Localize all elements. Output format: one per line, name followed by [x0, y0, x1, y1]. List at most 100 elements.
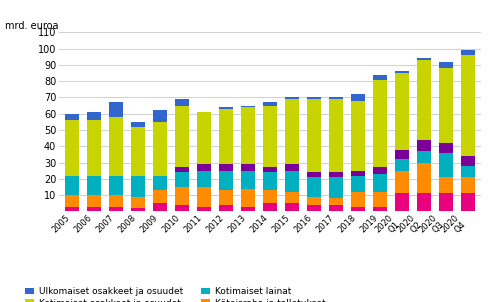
- Bar: [417, 140, 431, 151]
- Bar: [285, 164, 299, 171]
- Bar: [307, 197, 321, 205]
- Bar: [285, 203, 299, 211]
- Bar: [87, 175, 101, 195]
- Bar: [417, 60, 431, 140]
- Bar: [197, 164, 211, 171]
- Bar: [153, 122, 167, 175]
- Bar: [329, 205, 343, 211]
- Bar: [197, 112, 211, 164]
- Bar: [439, 143, 453, 153]
- Bar: [329, 99, 343, 172]
- Bar: [109, 117, 123, 175]
- Bar: [439, 194, 453, 211]
- Bar: [87, 112, 101, 120]
- Bar: [241, 164, 255, 171]
- Bar: [351, 94, 365, 101]
- Bar: [373, 192, 387, 207]
- Bar: [175, 99, 189, 106]
- Bar: [307, 172, 321, 177]
- Bar: [351, 101, 365, 171]
- Bar: [285, 192, 299, 203]
- Bar: [153, 175, 167, 190]
- Bar: [395, 73, 409, 149]
- Bar: [307, 99, 321, 172]
- Bar: [175, 187, 189, 205]
- Bar: [153, 190, 167, 203]
- Bar: [351, 171, 365, 175]
- Bar: [219, 164, 233, 171]
- Bar: [131, 175, 145, 197]
- Bar: [395, 149, 409, 159]
- Bar: [65, 175, 79, 195]
- Bar: [219, 109, 233, 164]
- Bar: [285, 99, 299, 164]
- Bar: [373, 79, 387, 167]
- Bar: [417, 194, 431, 211]
- Bar: [175, 106, 189, 167]
- Bar: [439, 153, 453, 177]
- Bar: [87, 195, 101, 207]
- Bar: [461, 55, 475, 156]
- Bar: [197, 171, 211, 187]
- Bar: [461, 177, 475, 194]
- Bar: [395, 71, 409, 73]
- Bar: [263, 172, 277, 190]
- Bar: [241, 207, 255, 211]
- Bar: [175, 205, 189, 211]
- Bar: [439, 62, 453, 68]
- Bar: [175, 167, 189, 172]
- Bar: [307, 177, 321, 197]
- Bar: [131, 122, 145, 127]
- Bar: [219, 205, 233, 211]
- Bar: [197, 207, 211, 211]
- Bar: [241, 107, 255, 164]
- Bar: [241, 106, 255, 107]
- Bar: [197, 187, 211, 207]
- Bar: [263, 106, 277, 167]
- Bar: [395, 159, 409, 171]
- Bar: [417, 162, 431, 194]
- Bar: [285, 98, 299, 99]
- Bar: [263, 102, 277, 106]
- Bar: [439, 68, 453, 143]
- Bar: [175, 172, 189, 187]
- Legend: Ulkomaiset osakkeet ja osuudet, Kotimaiset osakkeet ja osuudet, Ulkomaiset laina: Ulkomaiset osakkeet ja osuudet, Kotimais…: [26, 287, 326, 302]
- Bar: [417, 58, 431, 60]
- Bar: [417, 151, 431, 162]
- Bar: [153, 111, 167, 122]
- Bar: [373, 207, 387, 211]
- Bar: [307, 98, 321, 99]
- Bar: [285, 171, 299, 192]
- Bar: [131, 208, 145, 211]
- Bar: [461, 166, 475, 177]
- Bar: [263, 190, 277, 203]
- Bar: [153, 203, 167, 211]
- Text: mrd. euroa: mrd. euroa: [5, 21, 58, 31]
- Bar: [109, 207, 123, 211]
- Bar: [87, 207, 101, 211]
- Bar: [65, 120, 79, 175]
- Bar: [109, 175, 123, 195]
- Bar: [329, 98, 343, 99]
- Bar: [219, 171, 233, 190]
- Bar: [263, 167, 277, 172]
- Bar: [329, 198, 343, 205]
- Bar: [395, 194, 409, 211]
- Bar: [461, 156, 475, 166]
- Bar: [131, 127, 145, 175]
- Bar: [461, 50, 475, 55]
- Bar: [373, 167, 387, 174]
- Bar: [329, 177, 343, 198]
- Bar: [131, 197, 145, 208]
- Bar: [373, 75, 387, 79]
- Bar: [241, 171, 255, 189]
- Bar: [439, 177, 453, 194]
- Bar: [351, 192, 365, 207]
- Bar: [65, 114, 79, 120]
- Bar: [109, 102, 123, 117]
- Bar: [109, 195, 123, 207]
- Bar: [219, 107, 233, 109]
- Bar: [87, 120, 101, 175]
- Bar: [373, 174, 387, 192]
- Bar: [461, 194, 475, 211]
